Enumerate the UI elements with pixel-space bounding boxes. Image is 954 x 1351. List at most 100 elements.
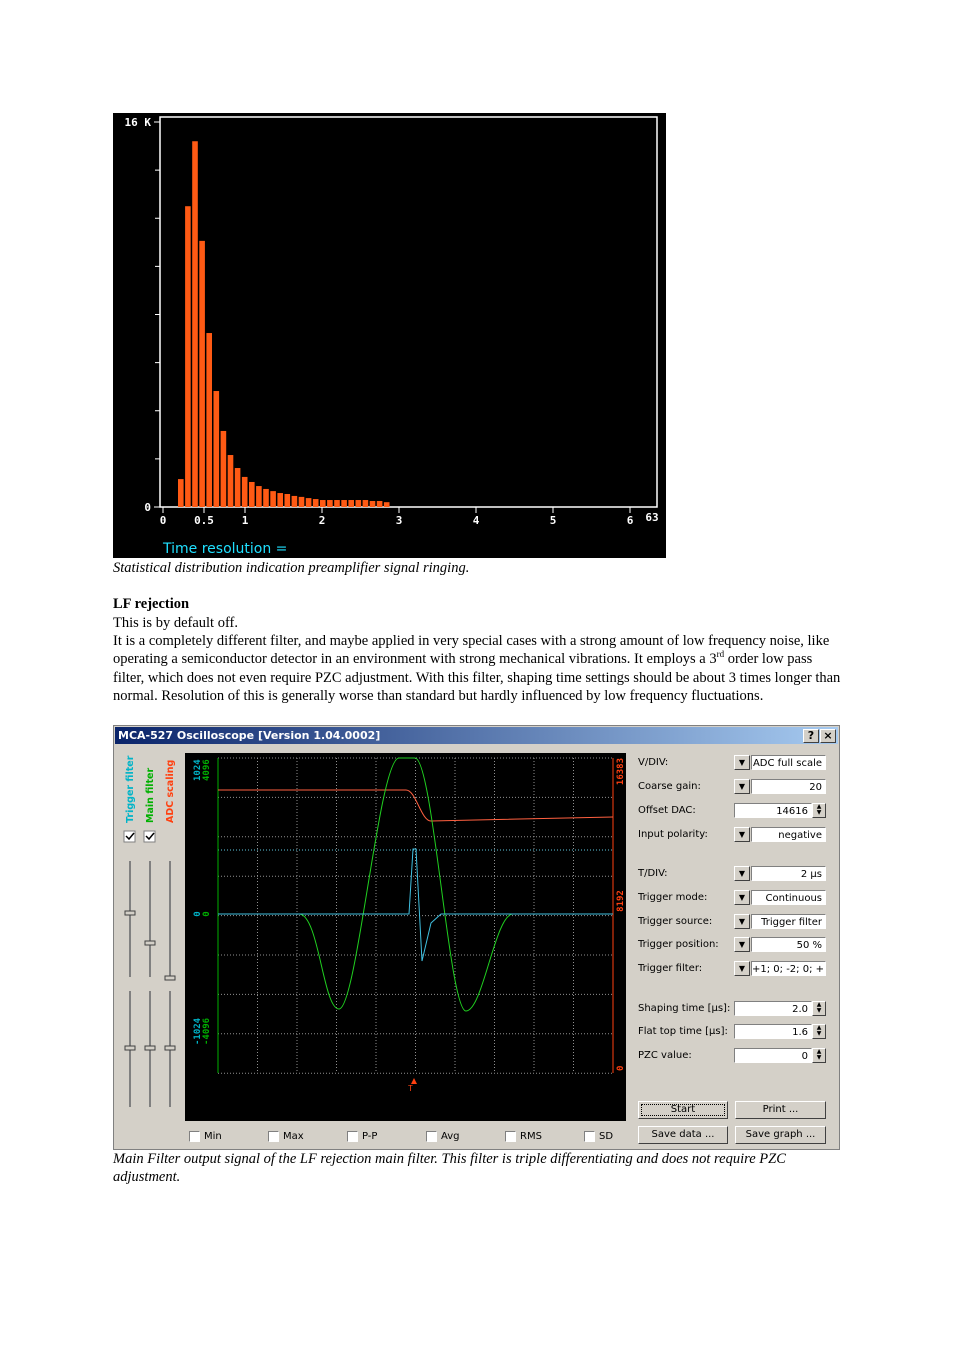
x-tick-label: 6 [627, 514, 634, 527]
adc-scale-label: 16383 [616, 758, 626, 785]
x-tick-label: 1 [242, 514, 249, 527]
bar [376, 500, 383, 507]
stat-checkbox[interactable] [505, 1131, 516, 1142]
scale-label: 0 [202, 911, 212, 916]
close-button[interactable]: × [820, 729, 836, 743]
setting-label: Trigger position: [638, 939, 719, 950]
setting-label: Offset DAC: [638, 805, 696, 816]
button[interactable]: Start [638, 1101, 728, 1119]
slider-thumb[interactable] [144, 1045, 156, 1051]
setting-label: Trigger mode: [638, 892, 708, 903]
button[interactable]: Print ... [735, 1101, 826, 1119]
bar [249, 481, 255, 507]
setting-value[interactable]: 2.0 [734, 1001, 812, 1016]
text: order low pass filter, which does not ev… [113, 651, 841, 704]
setting-value[interactable]: +1; 0; -2; 0; +1 [751, 961, 826, 976]
channel-checkbox[interactable] [123, 830, 136, 843]
paragraph: It is a completely different filter, and… [113, 632, 843, 705]
setting-value[interactable]: 50 % [751, 937, 826, 952]
main-filter-trace [218, 757, 613, 1012]
bar [298, 496, 305, 507]
bar [227, 455, 234, 507]
setting-label: Input polarity: [638, 829, 708, 840]
stat-label: RMS [520, 1131, 542, 1142]
slider-thumb[interactable] [144, 940, 156, 946]
trigger-arrow [411, 1078, 417, 1084]
setting-label: PZC value: [638, 1050, 692, 1061]
check-mark [145, 832, 155, 841]
x-tick-label: 3 [396, 514, 403, 527]
dropdown-arrow[interactable]: ▼ [734, 961, 750, 976]
spin-button[interactable]: ▲ ▼ [812, 1048, 826, 1063]
stat-label: SD [599, 1131, 614, 1142]
setting-value[interactable]: 20 [751, 779, 826, 794]
setting-value[interactable]: 2 µs [751, 866, 826, 881]
adc-scale-label: 0 [616, 1066, 626, 1071]
bar [341, 500, 347, 507]
slider-thumb[interactable] [124, 910, 136, 916]
scale-label: -4096 [202, 1018, 212, 1045]
setting-value[interactable]: ADC full scale [751, 755, 826, 770]
setting-value[interactable]: Trigger filter [751, 914, 826, 929]
stat-checkbox[interactable] [347, 1131, 358, 1142]
dropdown-arrow[interactable]: ▼ [734, 890, 750, 905]
caption: Main Filter output signal of the LF reje… [113, 1151, 786, 1186]
setting-value[interactable]: 0 [734, 1048, 812, 1063]
bar [305, 498, 312, 507]
y-tick-label: 0 [144, 501, 151, 514]
x-tick-label: 5 [550, 514, 557, 527]
setting-value[interactable]: 1.6 [734, 1024, 812, 1039]
help-button[interactable]: ? [803, 729, 819, 743]
bar [178, 479, 184, 507]
bar [241, 476, 248, 507]
adc-scale-label: 8192 [616, 890, 626, 912]
stat-checkbox[interactable] [584, 1131, 595, 1142]
section-heading: LF rejection [113, 596, 190, 612]
setting-value[interactable]: 14616 [734, 803, 812, 818]
x-tick-label: 4 [473, 514, 480, 527]
bar [270, 491, 276, 507]
bar [220, 430, 227, 507]
bar [327, 500, 333, 507]
spin-button[interactable]: ▲ ▼ [812, 1024, 826, 1039]
superscript: rd [716, 649, 725, 660]
slider-thumb[interactable] [164, 975, 176, 981]
dropdown-arrow[interactable]: ▼ [734, 827, 750, 842]
x-tick-label: 0 [160, 514, 167, 527]
dropdown-arrow[interactable]: ▼ [734, 755, 750, 770]
bar [383, 502, 390, 507]
bar [334, 500, 340, 507]
scale-label: 4096 [202, 759, 212, 781]
setting-label: Flat top time [µs]: [638, 1026, 728, 1037]
bar [284, 494, 291, 507]
spin-button[interactable]: ▲ ▼ [812, 803, 826, 818]
slider-thumb[interactable] [124, 1045, 136, 1051]
channel-label: Main filter [145, 768, 156, 823]
button[interactable]: Save graph ... [735, 1126, 826, 1144]
dropdown-arrow[interactable]: ▼ [734, 937, 750, 952]
stat-checkbox[interactable] [426, 1131, 437, 1142]
oscilloscope-window: MCA-527 Oscilloscope [Version 1.04.0002]… [113, 725, 840, 1150]
setting-value[interactable]: Continuous [751, 890, 826, 905]
spin-button[interactable]: ▲ ▼ [812, 1001, 826, 1016]
dropdown-arrow[interactable]: ▼ [734, 779, 750, 794]
dropdown-arrow[interactable]: ▼ [734, 866, 750, 881]
channel-checkbox[interactable] [143, 830, 156, 843]
stat-checkbox[interactable] [189, 1131, 200, 1142]
channel-panel: Trigger filter Main filter ADC scaling [123, 755, 176, 1107]
slider-thumb[interactable] [164, 1045, 176, 1051]
dropdown-arrow[interactable]: ▼ [734, 914, 750, 929]
setting-value[interactable]: negative [751, 827, 826, 842]
stat-label: Min [204, 1131, 222, 1142]
histogram-footer: Time resolution = [162, 541, 287, 557]
caption: Statistical distribution indication prea… [113, 560, 470, 576]
bar [277, 493, 283, 507]
bar [369, 500, 376, 507]
stat-checkbox[interactable] [268, 1131, 279, 1142]
x-tick-label: 2 [319, 514, 326, 527]
bar [362, 500, 369, 507]
scale-label: -1024 [193, 1017, 203, 1045]
button[interactable]: Save data ... [638, 1126, 728, 1144]
